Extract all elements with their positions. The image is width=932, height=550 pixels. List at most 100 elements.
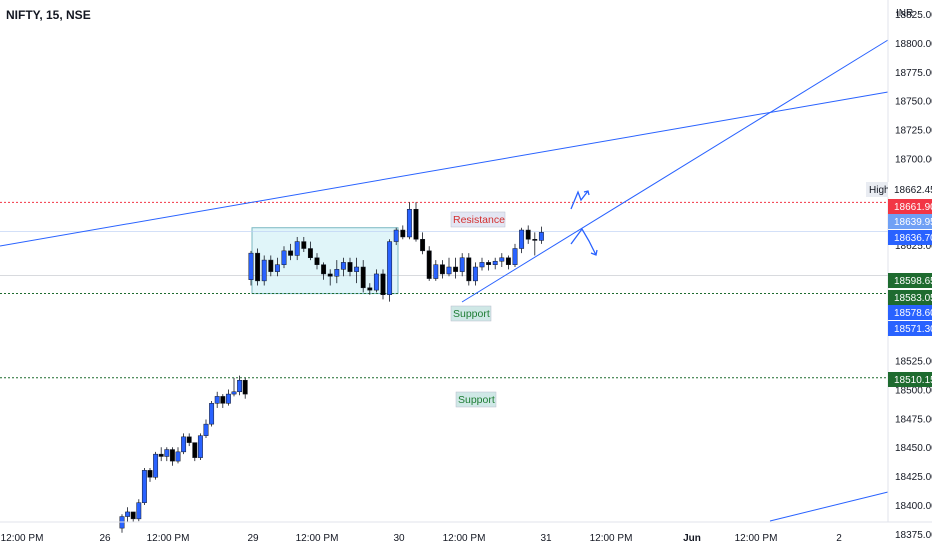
time-tick-label: Jun [683, 533, 701, 544]
price-tick-label: 18725.00 [895, 126, 932, 137]
candle-body [492, 260, 498, 265]
candle-body [197, 435, 203, 458]
candle-body [181, 436, 187, 453]
candle-body [532, 239, 538, 241]
time-tick-label: 12:00 PM [590, 533, 633, 544]
candle-body [301, 241, 307, 249]
candle-body [373, 273, 379, 291]
time-tick-label: 29 [247, 533, 259, 544]
candle-body [466, 257, 472, 282]
time-tick-label: 30 [393, 533, 405, 544]
candle-body [519, 229, 525, 249]
price-tag-bg [888, 214, 932, 229]
candle-body [225, 393, 231, 404]
candle-body [393, 229, 399, 242]
trendline-upper [0, 91, 889, 247]
candle-body [192, 442, 198, 458]
time-tick-label: 12:00 PM [443, 533, 486, 544]
price-tag-bg [888, 305, 932, 320]
price-tick-label: 18500.00 [895, 385, 932, 396]
candle-body [499, 257, 505, 262]
candle-body [268, 259, 274, 272]
resistance-annotation: Resistance [453, 214, 505, 226]
high-label-bg [866, 182, 888, 197]
candle-body [433, 264, 439, 279]
price-tick-label: 18700.00 [895, 154, 932, 165]
candle-body [209, 403, 215, 425]
candle-body [525, 229, 531, 240]
time-tick-label: 12:00 PM [735, 533, 778, 544]
price-tick-label: 18750.00 [895, 97, 932, 108]
candle-body [512, 248, 518, 265]
price-tag-bg [888, 372, 932, 387]
candle-body [340, 262, 346, 270]
price-tag: 18639.95 [894, 217, 932, 228]
candle-body [354, 266, 360, 272]
price-tag-bg [888, 199, 932, 214]
high-label: High [869, 185, 890, 196]
candle-body [147, 470, 153, 478]
trendline-lower [769, 491, 889, 522]
price-tick-label: 18625.00 [895, 241, 932, 252]
candle-body [186, 436, 192, 443]
time-tick-label: 12:00 PM [1, 533, 44, 544]
candle-body [538, 232, 544, 241]
candle-body [453, 266, 459, 272]
forecast-down-arrow [570, 227, 598, 256]
price-tag: 18661.90 [894, 202, 932, 213]
annotation-box [450, 305, 492, 322]
time-tick-label: 12:00 PM [147, 533, 190, 544]
candle-body [242, 379, 248, 395]
support-annotation: Support [458, 394, 495, 406]
candle-body [203, 423, 209, 436]
price-tag: 18510.15 [894, 375, 932, 386]
time-tick-label: 2 [836, 533, 842, 544]
time-tick-label: 12:00 PM [296, 533, 339, 544]
price-tick-label: 18475.00 [895, 414, 932, 425]
annotation-box [450, 211, 506, 228]
price-tag-bg [888, 321, 932, 336]
candle-body [321, 264, 327, 275]
candle-body [164, 449, 170, 457]
candle-body [413, 208, 419, 240]
price-tag: 18571.30 [894, 324, 932, 335]
candle-body [387, 241, 393, 295]
candle-body [446, 266, 452, 275]
price-tick-label: 18450.00 [895, 443, 932, 454]
candle-body [472, 266, 478, 282]
candle-body [486, 262, 492, 265]
candle-body [158, 453, 164, 457]
candle-body [125, 511, 131, 517]
candle-body [261, 259, 267, 282]
candle-body [327, 273, 333, 277]
candle-body [439, 264, 445, 275]
price-tag-bg [888, 273, 932, 288]
candle-body [406, 208, 412, 238]
candle-body [400, 229, 406, 238]
forecast-up-arrow [570, 190, 590, 210]
candle-body [420, 239, 426, 252]
candle-body [231, 391, 237, 395]
candle-body [459, 257, 465, 272]
candle-body [248, 252, 254, 280]
price-tick-label-partial: 18375.00 [895, 530, 932, 541]
price-tick-label: 18775.00 [895, 68, 932, 79]
candle-body [360, 266, 366, 289]
time-tick-label: 31 [540, 533, 552, 544]
price-tick-label: 18425.00 [895, 472, 932, 483]
candle-body [505, 257, 511, 265]
time-tick-label: 26 [99, 533, 111, 544]
price-tag-bg [888, 182, 932, 197]
candle-body [347, 262, 353, 272]
candle-body [307, 248, 313, 259]
trendline-rising [461, 39, 889, 303]
candle-body [220, 396, 226, 404]
price-tick-label: 18525.00 [895, 357, 932, 368]
support-annotation: Support [453, 308, 490, 320]
candle-body [214, 396, 220, 404]
symbol-title: NIFTY, 15, NSE [6, 8, 91, 22]
price-tag: 18598.65 [894, 276, 932, 287]
currency-label: INR [896, 8, 913, 19]
